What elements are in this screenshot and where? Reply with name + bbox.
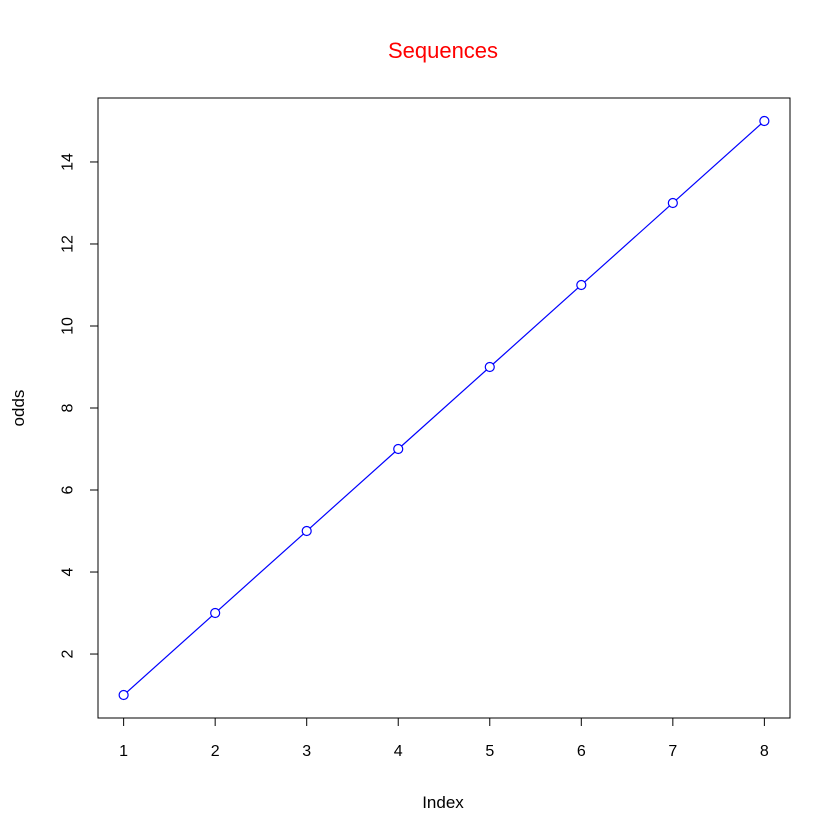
x-tick-label: 3 (302, 743, 311, 760)
y-tick-label: 6 (60, 485, 77, 494)
data-point (301, 525, 312, 537)
x-tick-label: 4 (394, 743, 403, 760)
series-line-segment (489, 284, 582, 368)
series-line-segment (123, 612, 216, 696)
series-line-segment (306, 448, 399, 532)
y-tick-label: 4 (60, 567, 77, 576)
series-line-segment (397, 366, 491, 450)
x-tick-label: 2 (211, 743, 220, 760)
data-point (118, 689, 129, 701)
x-tick-label: 1 (119, 743, 128, 760)
y-tick-label: 14 (60, 153, 77, 171)
data-point (393, 443, 404, 455)
chart-title: Sequences (388, 38, 498, 63)
x-tick-label: 8 (760, 743, 769, 760)
data-point (759, 115, 770, 127)
y-axis: 2 4 6 8 10 12 14 (60, 153, 99, 658)
series-layer (118, 115, 770, 701)
x-tick-label: 7 (668, 743, 677, 760)
series-line-segment (672, 120, 765, 204)
data-point (484, 361, 495, 373)
series-line-segment (580, 202, 674, 286)
y-tick-label: 2 (60, 649, 77, 658)
x-axis-label: Index (422, 793, 464, 812)
x-tick-label: 5 (485, 743, 494, 760)
y-axis-label: odds (9, 390, 28, 427)
x-axis: 1 2 3 4 5 6 7 8 (119, 717, 769, 760)
y-tick-label: 8 (60, 403, 77, 412)
data-point (210, 607, 221, 619)
y-tick-label: 12 (60, 235, 77, 253)
data-point (576, 279, 587, 291)
data-point (667, 197, 678, 209)
y-tick-label: 10 (60, 317, 77, 335)
x-tick-label: 6 (577, 743, 586, 760)
series-line-segment (214, 530, 308, 614)
